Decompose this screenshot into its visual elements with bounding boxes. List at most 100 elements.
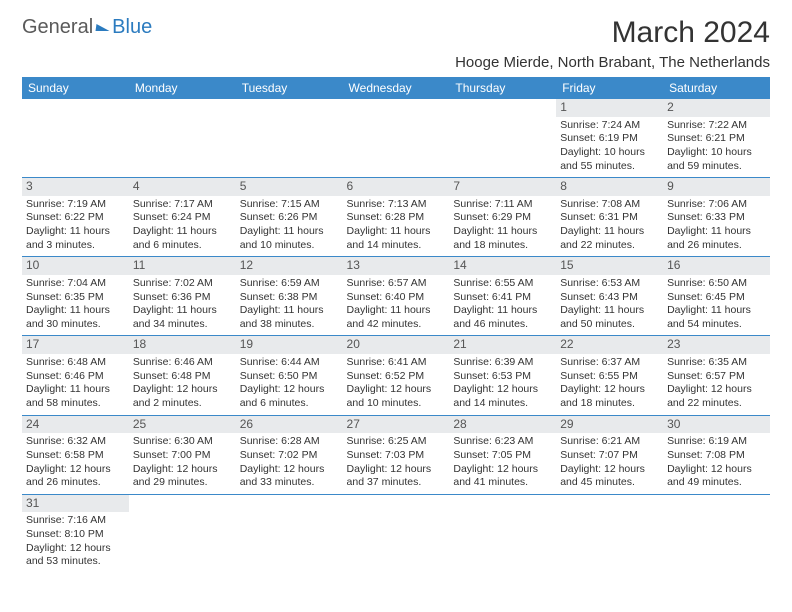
calendar-cell: 10Sunrise: 7:04 AMSunset: 6:35 PMDayligh… (22, 257, 129, 336)
daylight-text: Daylight: 11 hours and 50 minutes. (560, 304, 659, 331)
sunset-text: Sunset: 6:36 PM (133, 291, 232, 305)
day-number: 4 (129, 178, 236, 196)
sunrise-text: Sunrise: 7:22 AM (667, 119, 766, 133)
daylight-text: Daylight: 10 hours and 55 minutes. (560, 146, 659, 173)
calendar-cell: 5Sunrise: 7:15 AMSunset: 6:26 PMDaylight… (236, 178, 343, 257)
day-number: 5 (236, 178, 343, 196)
day-number: 22 (556, 336, 663, 354)
calendar-cell: 24Sunrise: 6:32 AMSunset: 6:58 PMDayligh… (22, 415, 129, 494)
calendar-cell: 20Sunrise: 6:41 AMSunset: 6:52 PMDayligh… (343, 336, 450, 415)
day-header: Wednesday (343, 77, 450, 99)
sunrise-text: Sunrise: 7:04 AM (26, 277, 125, 291)
day-number: 31 (22, 495, 129, 513)
calendar-cell: 11Sunrise: 7:02 AMSunset: 6:36 PMDayligh… (129, 257, 236, 336)
calendar-cell: 25Sunrise: 6:30 AMSunset: 7:00 PMDayligh… (129, 415, 236, 494)
daylight-text: Daylight: 11 hours and 22 minutes. (560, 225, 659, 252)
sunset-text: Sunset: 6:21 PM (667, 132, 766, 146)
day-header: Thursday (449, 77, 556, 99)
calendar-cell: 8Sunrise: 7:08 AMSunset: 6:31 PMDaylight… (556, 178, 663, 257)
sunrise-text: Sunrise: 6:19 AM (667, 435, 766, 449)
day-number: 12 (236, 257, 343, 275)
day-number: 7 (449, 178, 556, 196)
day-number: 9 (663, 178, 770, 196)
day-number: 15 (556, 257, 663, 275)
sunrise-text: Sunrise: 6:25 AM (347, 435, 446, 449)
day-number: 23 (663, 336, 770, 354)
calendar-cell (449, 494, 556, 573)
title-block: March 2024 Hooge Mierde, North Brabant, … (455, 16, 770, 71)
calendar-body: 1Sunrise: 7:24 AMSunset: 6:19 PMDaylight… (22, 99, 770, 573)
calendar-cell (663, 494, 770, 573)
calendar-row: 31Sunrise: 7:16 AMSunset: 8:10 PMDayligh… (22, 494, 770, 573)
calendar-cell (343, 99, 450, 178)
daylight-text: Daylight: 11 hours and 58 minutes. (26, 383, 125, 410)
daylight-text: Daylight: 11 hours and 46 minutes. (453, 304, 552, 331)
sunrise-text: Sunrise: 6:41 AM (347, 356, 446, 370)
day-number: 17 (22, 336, 129, 354)
sunset-text: Sunset: 6:26 PM (240, 211, 339, 225)
sunset-text: Sunset: 7:03 PM (347, 449, 446, 463)
daylight-text: Daylight: 11 hours and 38 minutes. (240, 304, 339, 331)
day-header: Friday (556, 77, 663, 99)
daylight-text: Daylight: 12 hours and 6 minutes. (240, 383, 339, 410)
sunrise-text: Sunrise: 6:48 AM (26, 356, 125, 370)
sunrise-text: Sunrise: 6:44 AM (240, 356, 339, 370)
logo: General Blue (22, 16, 152, 39)
daylight-text: Daylight: 11 hours and 30 minutes. (26, 304, 125, 331)
daylight-text: Daylight: 11 hours and 54 minutes. (667, 304, 766, 331)
daylight-text: Daylight: 11 hours and 14 minutes. (347, 225, 446, 252)
sunrise-text: Sunrise: 7:24 AM (560, 119, 659, 133)
calendar-row: 17Sunrise: 6:48 AMSunset: 6:46 PMDayligh… (22, 336, 770, 415)
sunset-text: Sunset: 7:07 PM (560, 449, 659, 463)
logo-text-general: General (22, 16, 93, 39)
day-header: Tuesday (236, 77, 343, 99)
sunset-text: Sunset: 6:53 PM (453, 370, 552, 384)
sunrise-text: Sunrise: 7:02 AM (133, 277, 232, 291)
calendar-cell: 22Sunrise: 6:37 AMSunset: 6:55 PMDayligh… (556, 336, 663, 415)
sunrise-text: Sunrise: 6:30 AM (133, 435, 232, 449)
calendar-cell: 1Sunrise: 7:24 AMSunset: 6:19 PMDaylight… (556, 99, 663, 178)
location-subtitle: Hooge Mierde, North Brabant, The Netherl… (455, 54, 770, 71)
daylight-text: Daylight: 12 hours and 33 minutes. (240, 463, 339, 490)
sunset-text: Sunset: 6:28 PM (347, 211, 446, 225)
calendar-cell: 27Sunrise: 6:25 AMSunset: 7:03 PMDayligh… (343, 415, 450, 494)
calendar-table: Sunday Monday Tuesday Wednesday Thursday… (22, 77, 770, 573)
sunrise-text: Sunrise: 6:39 AM (453, 356, 552, 370)
calendar-cell (556, 494, 663, 573)
calendar-row: 1Sunrise: 7:24 AMSunset: 6:19 PMDaylight… (22, 99, 770, 178)
daylight-text: Daylight: 11 hours and 18 minutes. (453, 225, 552, 252)
day-header-row: Sunday Monday Tuesday Wednesday Thursday… (22, 77, 770, 99)
sunset-text: Sunset: 6:50 PM (240, 370, 339, 384)
day-header: Sunday (22, 77, 129, 99)
calendar-cell: 31Sunrise: 7:16 AMSunset: 8:10 PMDayligh… (22, 494, 129, 573)
logo-text-blue: Blue (112, 16, 152, 39)
header: General Blue March 2024 Hooge Mierde, No… (22, 16, 770, 71)
sunset-text: Sunset: 8:10 PM (26, 528, 125, 542)
sunrise-text: Sunrise: 7:06 AM (667, 198, 766, 212)
sunrise-text: Sunrise: 6:53 AM (560, 277, 659, 291)
sunrise-text: Sunrise: 6:28 AM (240, 435, 339, 449)
daylight-text: Daylight: 12 hours and 10 minutes. (347, 383, 446, 410)
sunrise-text: Sunrise: 7:11 AM (453, 198, 552, 212)
daylight-text: Daylight: 11 hours and 42 minutes. (347, 304, 446, 331)
daylight-text: Daylight: 12 hours and 37 minutes. (347, 463, 446, 490)
day-number: 11 (129, 257, 236, 275)
daylight-text: Daylight: 12 hours and 18 minutes. (560, 383, 659, 410)
sunset-text: Sunset: 6:33 PM (667, 211, 766, 225)
sunrise-text: Sunrise: 7:16 AM (26, 514, 125, 528)
daylight-text: Daylight: 12 hours and 22 minutes. (667, 383, 766, 410)
day-number: 27 (343, 416, 450, 434)
day-number: 20 (343, 336, 450, 354)
sunset-text: Sunset: 6:38 PM (240, 291, 339, 305)
sunrise-text: Sunrise: 7:13 AM (347, 198, 446, 212)
daylight-text: Daylight: 12 hours and 49 minutes. (667, 463, 766, 490)
calendar-cell: 19Sunrise: 6:44 AMSunset: 6:50 PMDayligh… (236, 336, 343, 415)
daylight-text: Daylight: 12 hours and 2 minutes. (133, 383, 232, 410)
sunrise-text: Sunrise: 6:55 AM (453, 277, 552, 291)
calendar-cell: 30Sunrise: 6:19 AMSunset: 7:08 PMDayligh… (663, 415, 770, 494)
sunset-text: Sunset: 6:29 PM (453, 211, 552, 225)
day-number: 6 (343, 178, 450, 196)
day-number: 13 (343, 257, 450, 275)
day-number: 2 (663, 99, 770, 117)
sunrise-text: Sunrise: 6:35 AM (667, 356, 766, 370)
